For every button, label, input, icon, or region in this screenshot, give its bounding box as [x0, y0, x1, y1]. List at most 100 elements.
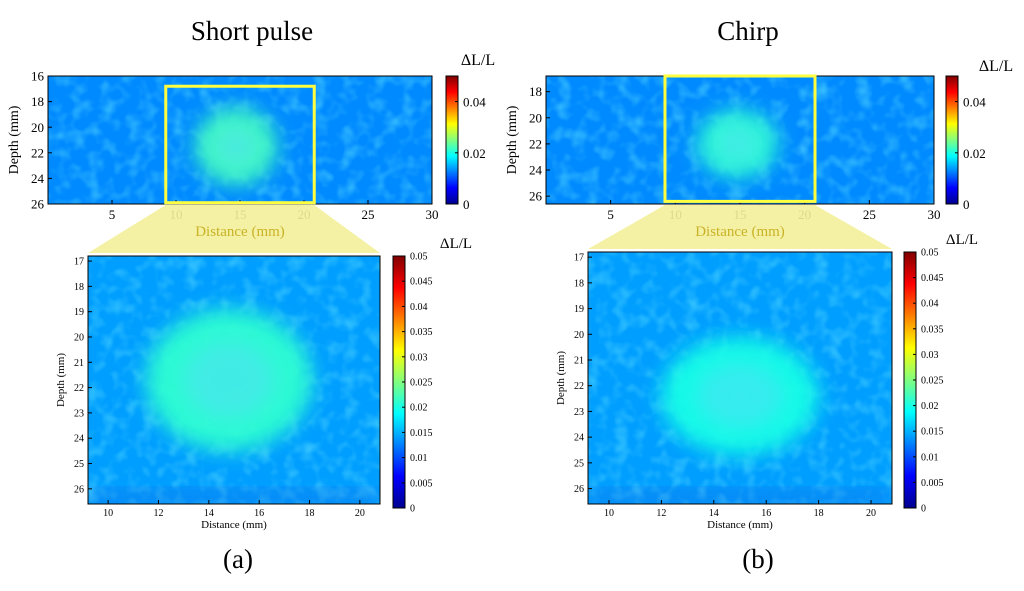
y-tick-label: 19	[74, 307, 84, 318]
colorbar-tick-label: 0.04	[963, 95, 986, 110]
lesion-core	[213, 125, 259, 168]
x-tick-label: 25	[362, 207, 375, 222]
colorbar-tick-label: 0.005	[410, 478, 433, 489]
colorbar-tick-label: 0.04	[921, 299, 939, 310]
panel-b: 510152025301820222426Depth (mm)00.020.04…	[505, 16, 1013, 574]
x-tick-label: 12	[656, 508, 666, 519]
zoom-projection	[88, 205, 380, 253]
y-tick-label: 22	[31, 145, 44, 160]
heatmap-a_zoom	[88, 256, 380, 504]
colorbar-tick-label: 0.02	[410, 403, 428, 414]
y-tick-label: 25	[74, 459, 84, 470]
colorbar-tick-label: 0.04	[463, 95, 486, 110]
x-tick-label: 12	[153, 508, 163, 519]
y-tick-label: 23	[574, 407, 584, 418]
colorbar-label: ΔL/L	[946, 232, 978, 248]
x-axis-label: Distance (mm)	[195, 224, 285, 240]
x-tick-label: 10	[103, 508, 113, 519]
y-tick-label: 20	[574, 330, 584, 341]
heatmap-b_zoom	[588, 252, 892, 504]
panel-label: (b)	[742, 544, 773, 574]
colorbar-tick-label: 0.035	[921, 324, 944, 335]
x-tick-label: 30	[928, 207, 941, 222]
panel-a_zoom: 10 12 14 16 18 20 17 18 19 20 21 22 23 24 25 26 Distance…	[55, 236, 472, 531]
colorbar-tick-label: 0.04	[410, 302, 428, 313]
colorbar-tick-label: 0.05	[921, 248, 939, 259]
x-axis-label: Distance (mm)	[695, 224, 785, 240]
colorbar-tick-label: 0.015	[921, 427, 944, 438]
bottom-shading	[88, 492, 380, 504]
y-tick-label: 21	[74, 358, 84, 369]
y-tick-label: 24	[529, 163, 543, 178]
x-tick-label: 20	[866, 508, 876, 519]
plot-frame	[87, 255, 381, 505]
panel-a: 51015202530161820222426Depth (mm)00.020.…	[7, 16, 495, 574]
x-tick-label: 16	[761, 508, 771, 519]
x-tick-label: 30	[426, 207, 439, 222]
colorbar-tick-label: 0.03	[921, 350, 939, 361]
y-tick-label: 22	[574, 381, 584, 392]
y-tick-label: 18	[74, 282, 84, 293]
lesion-core	[696, 363, 784, 429]
heatmap-b	[546, 76, 934, 204]
x-tick-label: 20	[355, 508, 365, 519]
y-tick-label: 18	[31, 94, 44, 109]
colorbar-label: ΔL/L	[461, 52, 495, 69]
panel-label: (a)	[223, 544, 253, 574]
colorbar-label: ΔL/L	[979, 58, 1013, 75]
x-tick-label: 16	[254, 508, 264, 519]
y-axis-label: Depth (mm)	[7, 105, 22, 174]
panel-b_zoom: 10 12 14 16 18 20 17 18 19 20 21 22 23 24 25 26 Distance…	[555, 232, 978, 531]
colorbar-tick-label: 0.05	[410, 252, 428, 263]
y-tick-label: 20	[74, 332, 84, 343]
colorbar-tick-label: 0.01	[410, 453, 428, 464]
y-tick-label: 20	[529, 110, 542, 125]
y-tick-label: 18	[574, 278, 584, 289]
lesion-core	[715, 125, 760, 163]
y-tick-label: 24	[31, 171, 45, 186]
y-tick-label: 26	[74, 484, 84, 495]
x-tick-label: 10	[604, 508, 614, 519]
y-tick-label: 18	[529, 84, 542, 99]
x-tick-label: 5	[109, 207, 116, 222]
y-tick-label: 24	[74, 434, 84, 445]
x-tick-label: 18	[305, 508, 315, 519]
x-tick-label: 5	[607, 207, 614, 222]
colorbar-tick-label: 0	[921, 504, 926, 515]
x-axis-label: Distance (mm)	[201, 519, 267, 531]
y-tick-label: 22	[74, 383, 84, 394]
y-tick-label: 17	[74, 257, 84, 268]
zoom-projection	[588, 205, 892, 249]
colorbar-tick-label: 0.045	[921, 273, 944, 284]
y-tick-label: 19	[574, 304, 584, 315]
x-tick-label: 18	[814, 508, 824, 519]
colorbar-tick-label: 0.045	[410, 277, 433, 288]
colorbar	[445, 75, 459, 205]
y-tick-label: 17	[574, 253, 584, 264]
y-tick-label: 26	[574, 484, 584, 495]
y-tick-label: 26	[31, 197, 45, 212]
y-axis-label: Depth (mm)	[505, 105, 520, 174]
x-tick-label: 14	[709, 508, 719, 519]
colorbar-tick-label: 0.025	[921, 376, 944, 387]
roi-box	[663, 74, 817, 203]
colorbar-tick-label: 0.02	[463, 146, 486, 161]
y-tick-label: 16	[31, 69, 45, 84]
y-tick-label: 24	[574, 433, 584, 444]
colorbar-tick-label: 0.005	[921, 478, 944, 489]
y-axis-label: Depth (mm)	[55, 353, 67, 407]
panel-title: Chirp	[717, 16, 779, 46]
x-tick-label: 25	[863, 207, 876, 222]
y-tick-label: 25	[574, 458, 584, 469]
y-tick-label: 22	[529, 136, 542, 151]
colorbar-label: ΔL/L	[440, 236, 472, 252]
y-tick-label: 20	[31, 120, 44, 135]
panel-title: Short pulse	[191, 16, 313, 46]
heatmap-a	[48, 76, 432, 204]
y-tick-label: 26	[529, 189, 543, 204]
colorbar	[945, 75, 959, 205]
lesion-core	[183, 341, 275, 419]
colorbar-tick-label: 0.025	[410, 378, 433, 389]
y-tick-label: 23	[74, 408, 84, 419]
